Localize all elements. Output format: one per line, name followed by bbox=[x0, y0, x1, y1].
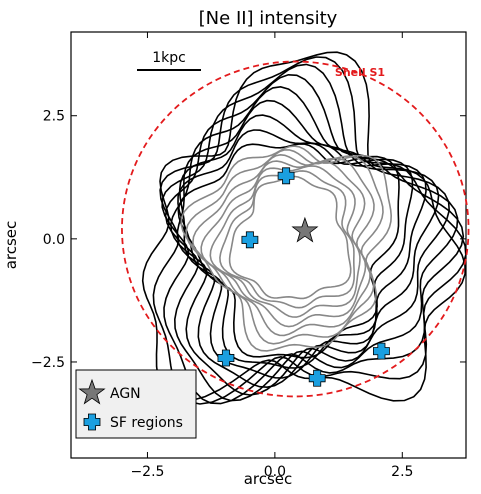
legend: AGN SF regions bbox=[75, 369, 197, 439]
contour-line bbox=[152, 56, 466, 405]
legend-label: AGN bbox=[110, 386, 141, 402]
contour-line bbox=[141, 51, 466, 402]
shell-label: Shell S1 bbox=[335, 66, 385, 79]
contour-line bbox=[209, 165, 361, 318]
shell-circle bbox=[121, 60, 470, 398]
contour-line bbox=[200, 160, 367, 328]
y-axis-label: arcsec bbox=[2, 221, 20, 270]
contour-line bbox=[178, 114, 427, 379]
y-tick-label: 2.5 bbox=[43, 109, 65, 125]
legend-marker bbox=[83, 413, 101, 431]
contour-line bbox=[219, 170, 356, 309]
scale-bar-label: 1kpc bbox=[152, 50, 186, 66]
marker bbox=[308, 369, 326, 387]
x-tick-label: 2.5 bbox=[391, 464, 413, 480]
plot-frame bbox=[70, 31, 467, 459]
x-axis-label: arcsec bbox=[244, 470, 293, 488]
contour-line bbox=[192, 153, 375, 337]
legend-label: SF regions bbox=[110, 415, 183, 431]
marker bbox=[291, 216, 319, 243]
contour-line bbox=[185, 149, 384, 345]
chart-title: [Ne II] intensity bbox=[199, 8, 338, 29]
y-tick-label: −2.5 bbox=[31, 355, 65, 371]
contour-line bbox=[176, 99, 440, 389]
x-tick-label: 0.0 bbox=[264, 464, 286, 480]
marker bbox=[372, 342, 390, 360]
y-tick-label: 0.0 bbox=[43, 232, 65, 248]
contours bbox=[141, 51, 466, 405]
legend-marker bbox=[78, 378, 106, 405]
x-tick-label: −2.5 bbox=[130, 464, 164, 480]
marker bbox=[241, 231, 259, 249]
marker bbox=[217, 349, 235, 367]
contour-line bbox=[228, 175, 352, 300]
marker bbox=[277, 167, 295, 185]
